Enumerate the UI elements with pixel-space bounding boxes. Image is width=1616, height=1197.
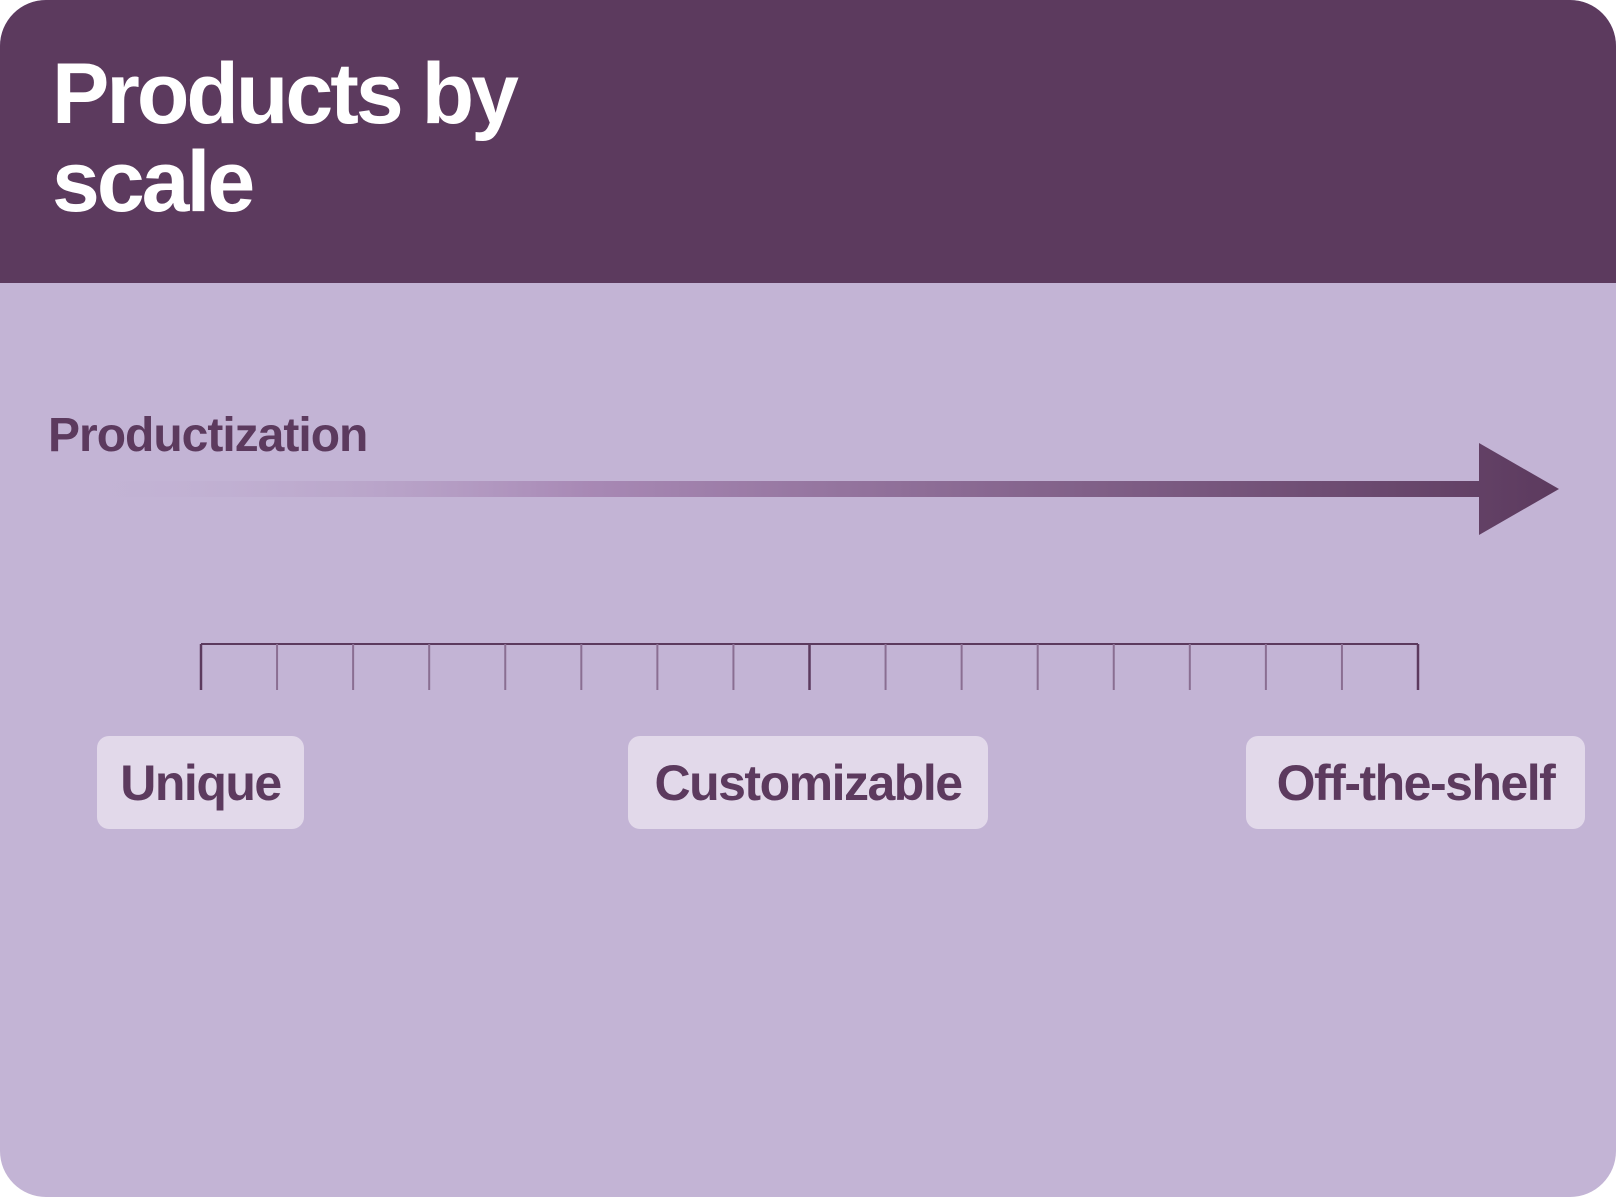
arrow-head bbox=[1479, 443, 1559, 535]
axis-label: Productization bbox=[48, 409, 368, 462]
productization-arrow bbox=[60, 443, 1559, 535]
scale-label-off-the-shelf: Off-the-shelf bbox=[1246, 736, 1585, 829]
arrow-shaft bbox=[60, 481, 1480, 497]
page-title: Products by scale bbox=[52, 46, 519, 230]
scale-label-customizable: Customizable bbox=[628, 736, 988, 829]
scale-label-unique: Unique bbox=[97, 736, 304, 829]
productization-scale bbox=[199, 643, 1420, 690]
header-bar: Products by scale bbox=[0, 0, 1616, 283]
